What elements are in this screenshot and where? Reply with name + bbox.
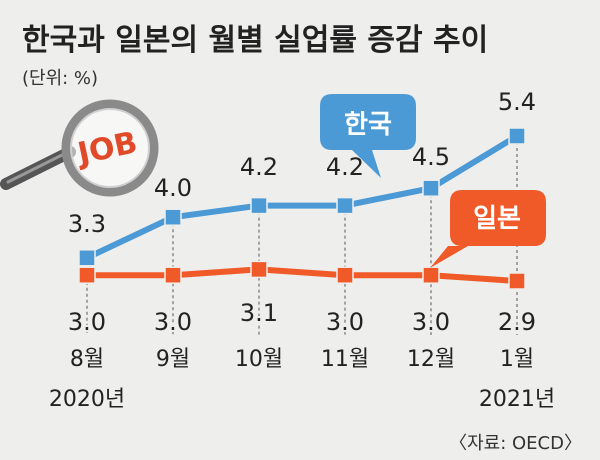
marker-0-2 — [250, 196, 268, 215]
marker-1-0 — [78, 266, 96, 284]
x-tick-label-0: 8월 — [70, 347, 104, 372]
data-labels: 3.3 4.0 4.2 4.2 4.5 5.4 3.0 3.0 3.1 3.0 3.0 2.9 — [66, 88, 538, 338]
data-label-korea-4: 4.5 — [412, 143, 450, 171]
x-axis: 8월 9월 10월 11월 12월 1월 2020년 2021년 — [49, 347, 555, 412]
data-label-japan-3: 3.0 — [326, 308, 364, 336]
data-label-korea-5: 5.4 — [498, 88, 536, 116]
data-label-japan-5: 2.9 — [498, 308, 536, 336]
marker-0-0 — [78, 249, 96, 267]
magnifier-icon: JOB — [0, 99, 159, 197]
marker-1-4 — [422, 266, 440, 284]
x-tick-label-4: 12월 — [407, 347, 455, 372]
x-tick-label-2: 10월 — [235, 347, 283, 372]
marker-0-5 — [508, 127, 526, 145]
data-label-japan-1: 3.0 — [154, 308, 192, 336]
series-line-1 — [87, 266, 518, 284]
marker-1-2 — [250, 260, 268, 279]
x-tick-label-5: 1월 — [500, 347, 534, 372]
x-tick-label-3: 11월 — [321, 347, 369, 372]
legend-korea: 한국 — [320, 94, 416, 178]
source-note: 〈자료: OECD〉 — [449, 433, 582, 454]
marker-0-3 — [336, 196, 354, 215]
data-label-korea-2: 4.2 — [240, 153, 278, 181]
marker-1-5 — [508, 272, 526, 290]
data-label-japan-0: 3.0 — [68, 308, 106, 336]
series-lines — [85, 133, 519, 284]
data-label-japan-4: 3.0 — [412, 308, 450, 336]
marker-0-4 — [422, 179, 440, 197]
chart-title: 한국과 일본의 월별 실업률 증감 추이 — [22, 23, 488, 58]
year-label-start: 2020년 — [49, 387, 125, 412]
year-label-end: 2021년 — [479, 387, 555, 412]
legend-label-korea: 한국 — [344, 110, 392, 140]
marker-1-3 — [336, 266, 354, 284]
marker-1-1 — [164, 266, 182, 284]
x-tick-label-1: 9월 — [156, 347, 190, 372]
data-label-korea-3: 4.2 — [326, 153, 364, 181]
series-line-0 — [85, 133, 519, 261]
marker-0-1 — [164, 208, 182, 226]
legend-japan: 일본 — [430, 190, 546, 268]
unit-note: (단위: %) — [22, 68, 98, 89]
data-label-japan-2: 3.1 — [240, 299, 278, 327]
data-label-korea-1: 4.0 — [154, 174, 192, 202]
data-label-korea-0: 3.3 — [68, 210, 106, 238]
legend-label-japan: 일본 — [473, 204, 521, 234]
series-markers — [78, 127, 526, 290]
